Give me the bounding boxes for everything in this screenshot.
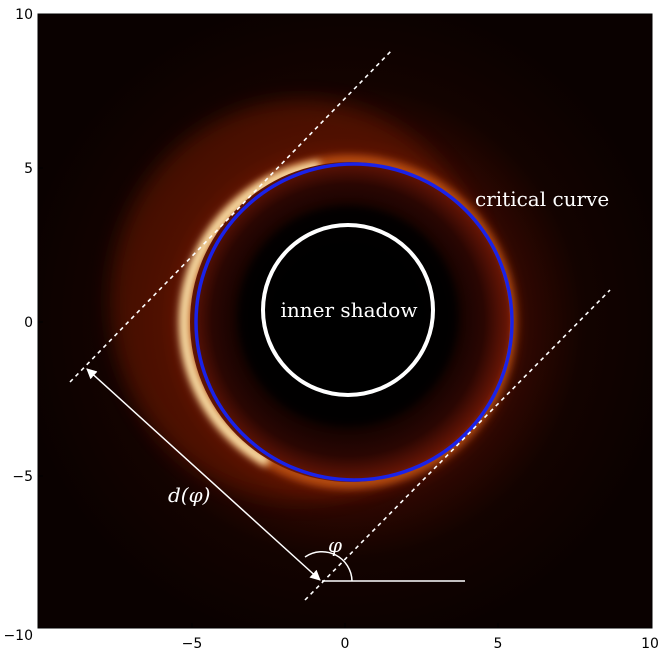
distance-arrow: [86, 368, 321, 581]
x-axis: −5 0 5 10: [182, 623, 659, 652]
y-tick-label: 10: [15, 7, 33, 23]
distance-label: d(φ): [168, 483, 210, 507]
y-tick-label: 5: [24, 161, 33, 177]
critical-curve-label: critical curve: [475, 187, 609, 211]
plot-area: critical curve inner shadow d(φ) φ: [38, 14, 652, 628]
tangent-line-lower: [304, 289, 611, 601]
angle-arc: [304, 550, 353, 582]
x-tick-label: −5: [182, 636, 203, 652]
inner-shadow-label: inner shadow: [281, 298, 418, 322]
x-tick-label: 10: [641, 636, 659, 652]
y-tick-label: −5: [12, 469, 33, 485]
angle-label: φ: [328, 533, 342, 557]
inner-shadow-outline: [261, 223, 435, 397]
critical-curve: [194, 162, 514, 482]
y-tick-label: −10: [3, 628, 33, 644]
y-axis: 10 5 0 −5 −10: [3, 7, 43, 644]
x-tick-label: 0: [341, 636, 350, 652]
tangent-line-upper: [69, 49, 393, 383]
x-tick-label: 5: [494, 636, 503, 652]
y-tick-label: 0: [24, 315, 33, 331]
